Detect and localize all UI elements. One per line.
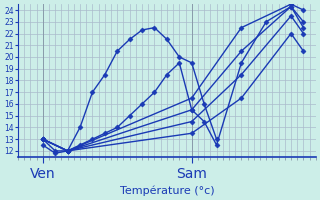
X-axis label: Température (°c): Température (°c) <box>120 185 214 196</box>
